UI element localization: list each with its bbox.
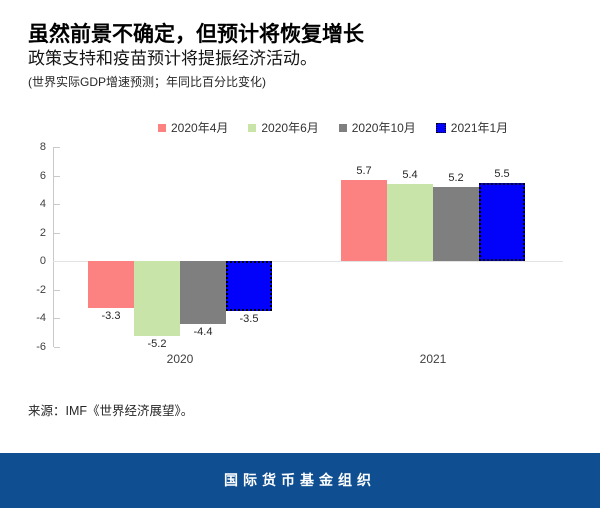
chart-subtitle: 政策支持和疫苗预计将提振经济活动。	[28, 49, 317, 68]
bar-2021-2020年4月	[341, 179, 387, 262]
y-axis-tick-label: 0	[39, 255, 46, 268]
chart-legend: 2020年4月 2020年6月 2020年10月 2021年1月	[158, 119, 508, 136]
y-axis-tick	[54, 204, 60, 206]
y-axis-line	[53, 147, 54, 347]
legend-swatch	[158, 123, 166, 132]
source-note: 来源：IMF《世界经济展望》。	[28, 404, 194, 418]
bar-value-label: -3.5	[239, 313, 259, 326]
y-axis-tick-label: 4	[39, 198, 46, 211]
x-axis-category-label: 2020	[166, 352, 194, 366]
y-axis-tick	[54, 289, 60, 291]
bar-2020-2021年1月	[226, 261, 272, 312]
y-axis-tick-label: 8	[39, 141, 46, 153]
legend-label: 2021年1月	[450, 121, 509, 135]
bar-value-label: -4.4	[193, 326, 213, 339]
bar-value-label: 5.4	[402, 169, 418, 182]
bar-2020-2020年10月	[180, 261, 226, 325]
y-axis-tick-label: -4	[36, 312, 46, 325]
legend-item: 2021年1月	[435, 119, 509, 136]
legend-item: 2020年10月	[338, 119, 416, 136]
legend-item: 2020年4月	[158, 119, 228, 136]
bar-2020-2020年4月	[88, 261, 134, 309]
y-axis-tick	[54, 232, 60, 234]
legend-swatch	[435, 122, 446, 133]
legend-item: 2020年6月	[248, 119, 319, 136]
y-axis-tick-label: 6	[39, 169, 46, 182]
y-axis-tick-label: -6	[36, 341, 46, 353]
footer-bar: 国际货币基金组织	[0, 453, 600, 508]
legend-swatch	[338, 123, 347, 132]
chart-title: 虽然前景不确定，但预计将恢复增长	[28, 23, 364, 46]
bar-value-label: -5.2	[147, 337, 167, 350]
legend-label: 2020年10月	[351, 121, 416, 135]
y-axis-tick	[54, 318, 60, 320]
legend-label: 2020年4月	[171, 121, 229, 135]
chart-unit-note: (世界实际GDP增速预测；年同比百分比变化)	[28, 75, 266, 89]
bar-value-label: -3.3	[101, 310, 121, 323]
y-axis-tick-label: -2	[36, 283, 46, 296]
y-axis-tick	[54, 147, 60, 148]
zero-gridline	[53, 261, 563, 262]
bar-chart: 8 6 4 2 0 -2 -4 -6 -3.3 -5.2 -4.4 -3.5 2020 5.7 5.4 5.2…	[36, 141, 563, 366]
y-axis-tick	[54, 175, 60, 177]
bar-2021-2021年1月	[479, 182, 525, 262]
bar-2021-2020年10月	[433, 187, 479, 262]
bar-value-label: 5.7	[356, 164, 372, 177]
y-axis-tick-label: 2	[39, 226, 46, 239]
bar-value-label: 5.2	[448, 172, 464, 184]
legend-swatch	[248, 123, 257, 132]
y-axis-tick	[54, 347, 60, 348]
legend-label: 2020年6月	[261, 121, 319, 135]
x-axis-category-label: 2021	[419, 352, 447, 366]
bar-2020-2020年6月	[134, 261, 180, 336]
bar-2021-2020年6月	[387, 184, 433, 262]
bar-value-label: 5.5	[494, 167, 510, 180]
